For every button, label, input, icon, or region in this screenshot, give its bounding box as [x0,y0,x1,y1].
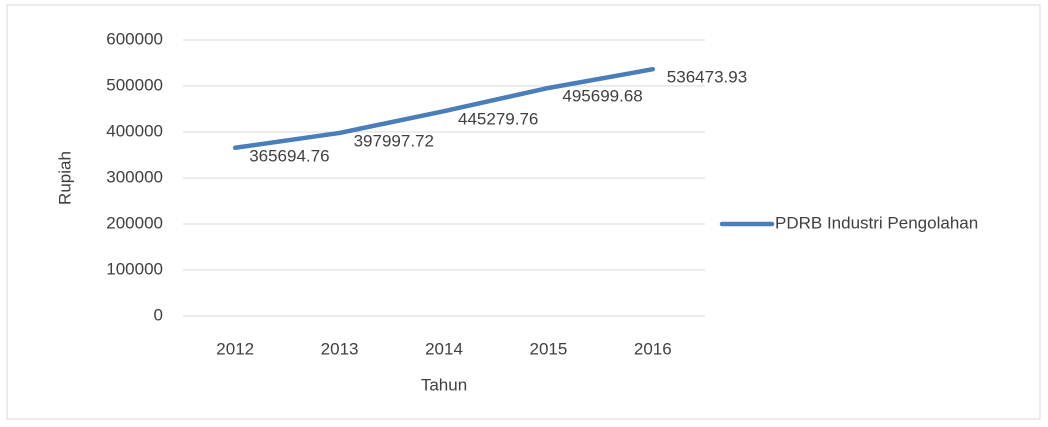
data-label: 397997.72 [354,131,434,150]
y-axis-label: Rupiah [55,151,74,205]
y-tick-label: 300000 [106,167,163,186]
data-line [232,66,656,151]
y-tick-label: 500000 [106,75,163,94]
x-tick-label: 2016 [634,339,672,358]
data-label: 495699.68 [562,86,642,105]
x-tick-label: 2015 [529,339,567,358]
y-tick-label: 100000 [106,259,163,278]
data-label: 536473.93 [667,68,747,87]
data-label: 445279.76 [458,110,538,129]
y-tick-label: 400000 [106,121,163,140]
x-tick-label: 2013 [321,339,359,358]
data-label: 365694.76 [249,146,329,165]
legend-label: PDRB Industri Pengolahan [775,213,978,232]
chart-border [6,4,1041,420]
x-tick-label: 2012 [216,339,254,358]
y-tick-label: 600000 [106,29,163,48]
y-tick-label: 200000 [106,213,163,232]
x-axis-label: Tahun [421,375,467,394]
y-tick-label: 0 [154,305,163,324]
x-tick-label: 2014 [425,339,463,358]
